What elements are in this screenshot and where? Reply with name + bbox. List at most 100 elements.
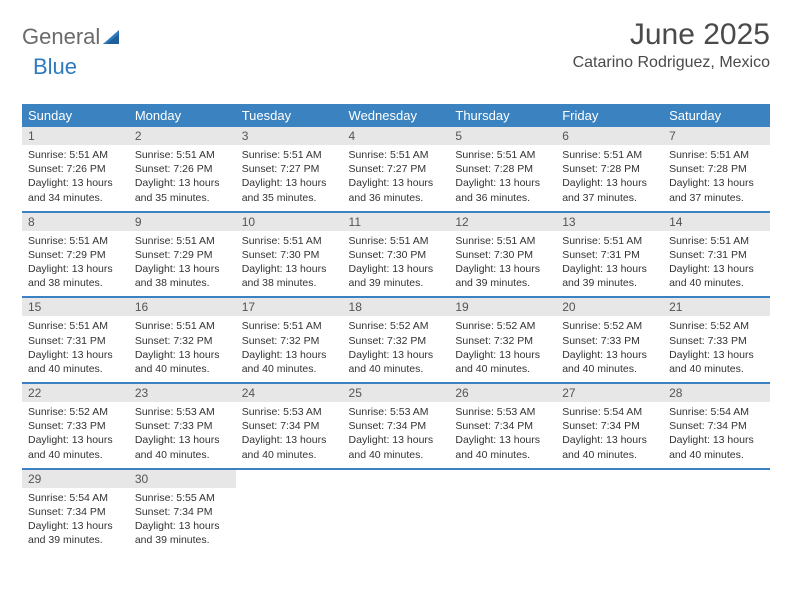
sunset-text: Sunset: 7:34 PM: [242, 419, 337, 433]
day-number-cell: 11: [343, 213, 450, 231]
sunset-text: Sunset: 7:34 PM: [562, 419, 657, 433]
day-number-cell: [556, 470, 663, 488]
week-daynum-row: 2930: [22, 470, 770, 488]
day-number-cell: 10: [236, 213, 343, 231]
day-content-cell: Sunrise: 5:51 AMSunset: 7:32 PMDaylight:…: [129, 316, 236, 383]
sunrise-text: Sunrise: 5:51 AM: [242, 148, 337, 162]
triangle-icon: [103, 28, 123, 46]
sunrise-text: Sunrise: 5:51 AM: [28, 148, 123, 162]
day-number-cell: [663, 470, 770, 488]
day-number-cell: 25: [343, 384, 450, 402]
day-content-cell: Sunrise: 5:51 AMSunset: 7:32 PMDaylight:…: [236, 316, 343, 383]
daylight-text-1: Daylight: 13 hours: [28, 262, 123, 276]
daylight-text-1: Daylight: 13 hours: [135, 519, 230, 533]
sunset-text: Sunset: 7:28 PM: [562, 162, 657, 176]
daylight-text-1: Daylight: 13 hours: [562, 433, 657, 447]
daylight-text-1: Daylight: 13 hours: [669, 348, 764, 362]
daylight-text-1: Daylight: 13 hours: [455, 348, 550, 362]
day-content-cell: [556, 488, 663, 554]
sunset-text: Sunset: 7:33 PM: [135, 419, 230, 433]
week-content-row: Sunrise: 5:52 AMSunset: 7:33 PMDaylight:…: [22, 402, 770, 469]
daylight-text-2: and 36 minutes.: [455, 191, 550, 205]
sunset-text: Sunset: 7:30 PM: [242, 248, 337, 262]
day-number-cell: 6: [556, 127, 663, 145]
week-daynum-row: 15161718192021: [22, 298, 770, 316]
day-number-cell: 7: [663, 127, 770, 145]
day-content-cell: Sunrise: 5:52 AMSunset: 7:33 PMDaylight:…: [556, 316, 663, 383]
daylight-text-1: Daylight: 13 hours: [562, 176, 657, 190]
day-content-cell: Sunrise: 5:51 AMSunset: 7:26 PMDaylight:…: [22, 145, 129, 212]
day-number-cell: 15: [22, 298, 129, 316]
day-number-cell: 9: [129, 213, 236, 231]
sunrise-text: Sunrise: 5:51 AM: [562, 234, 657, 248]
day-number-cell: [236, 470, 343, 488]
day-number-cell: 4: [343, 127, 450, 145]
day-number-cell: 14: [663, 213, 770, 231]
sunrise-text: Sunrise: 5:51 AM: [135, 319, 230, 333]
day-content-cell: Sunrise: 5:51 AMSunset: 7:30 PMDaylight:…: [236, 231, 343, 298]
sunset-text: Sunset: 7:33 PM: [669, 334, 764, 348]
daylight-text-1: Daylight: 13 hours: [562, 262, 657, 276]
sunset-text: Sunset: 7:33 PM: [562, 334, 657, 348]
week-content-row: Sunrise: 5:51 AMSunset: 7:29 PMDaylight:…: [22, 231, 770, 298]
sunrise-text: Sunrise: 5:51 AM: [135, 148, 230, 162]
daylight-text-2: and 38 minutes.: [135, 276, 230, 290]
day-number-cell: 8: [22, 213, 129, 231]
sunrise-text: Sunrise: 5:51 AM: [562, 148, 657, 162]
daylight-text-1: Daylight: 13 hours: [562, 348, 657, 362]
day-number-cell: 24: [236, 384, 343, 402]
sunset-text: Sunset: 7:32 PM: [349, 334, 444, 348]
daylight-text-2: and 35 minutes.: [242, 191, 337, 205]
sunset-text: Sunset: 7:27 PM: [242, 162, 337, 176]
week-content-row: Sunrise: 5:54 AMSunset: 7:34 PMDaylight:…: [22, 488, 770, 554]
daylight-text-1: Daylight: 13 hours: [135, 262, 230, 276]
day-number-cell: 17: [236, 298, 343, 316]
daylight-text-2: and 40 minutes.: [135, 448, 230, 462]
sunset-text: Sunset: 7:31 PM: [562, 248, 657, 262]
sunset-text: Sunset: 7:27 PM: [349, 162, 444, 176]
day-content-cell: Sunrise: 5:53 AMSunset: 7:33 PMDaylight:…: [129, 402, 236, 469]
daylight-text-2: and 39 minutes.: [135, 533, 230, 547]
col-friday: Friday: [556, 104, 663, 127]
sunset-text: Sunset: 7:33 PM: [28, 419, 123, 433]
daylight-text-2: and 40 minutes.: [669, 448, 764, 462]
day-content-cell: Sunrise: 5:51 AMSunset: 7:30 PMDaylight:…: [343, 231, 450, 298]
week-content-row: Sunrise: 5:51 AMSunset: 7:26 PMDaylight:…: [22, 145, 770, 212]
logo: General: [22, 18, 125, 50]
daylight-text-2: and 40 minutes.: [455, 362, 550, 376]
daylight-text-1: Daylight: 13 hours: [28, 519, 123, 533]
daylight-text-1: Daylight: 13 hours: [349, 262, 444, 276]
daylight-text-1: Daylight: 13 hours: [28, 348, 123, 362]
day-number-cell: 21: [663, 298, 770, 316]
sunrise-text: Sunrise: 5:51 AM: [669, 148, 764, 162]
daylight-text-1: Daylight: 13 hours: [242, 433, 337, 447]
daylight-text-2: and 40 minutes.: [349, 362, 444, 376]
day-content-cell: Sunrise: 5:52 AMSunset: 7:32 PMDaylight:…: [343, 316, 450, 383]
daylight-text-2: and 34 minutes.: [28, 191, 123, 205]
day-content-cell: Sunrise: 5:53 AMSunset: 7:34 PMDaylight:…: [449, 402, 556, 469]
day-content-cell: [663, 488, 770, 554]
day-number-cell: 30: [129, 470, 236, 488]
day-content-cell: Sunrise: 5:51 AMSunset: 7:31 PMDaylight:…: [663, 231, 770, 298]
daylight-text-2: and 35 minutes.: [135, 191, 230, 205]
day-content-cell: Sunrise: 5:51 AMSunset: 7:27 PMDaylight:…: [236, 145, 343, 212]
sunrise-text: Sunrise: 5:54 AM: [28, 491, 123, 505]
day-number-cell: 5: [449, 127, 556, 145]
sunset-text: Sunset: 7:31 PM: [669, 248, 764, 262]
daylight-text-2: and 38 minutes.: [242, 276, 337, 290]
sunset-text: Sunset: 7:30 PM: [455, 248, 550, 262]
month-title: June 2025: [573, 18, 770, 52]
daylight-text-2: and 40 minutes.: [349, 448, 444, 462]
day-content-cell: Sunrise: 5:54 AMSunset: 7:34 PMDaylight:…: [22, 488, 129, 554]
day-content-cell: Sunrise: 5:51 AMSunset: 7:28 PMDaylight:…: [556, 145, 663, 212]
sunset-text: Sunset: 7:34 PM: [455, 419, 550, 433]
daylight-text-2: and 36 minutes.: [349, 191, 444, 205]
day-number-cell: 26: [449, 384, 556, 402]
sunset-text: Sunset: 7:32 PM: [135, 334, 230, 348]
sunrise-text: Sunrise: 5:51 AM: [349, 234, 444, 248]
col-tuesday: Tuesday: [236, 104, 343, 127]
day-number-cell: 13: [556, 213, 663, 231]
daylight-text-2: and 40 minutes.: [669, 362, 764, 376]
day-content-cell: [343, 488, 450, 554]
week-content-row: Sunrise: 5:51 AMSunset: 7:31 PMDaylight:…: [22, 316, 770, 383]
